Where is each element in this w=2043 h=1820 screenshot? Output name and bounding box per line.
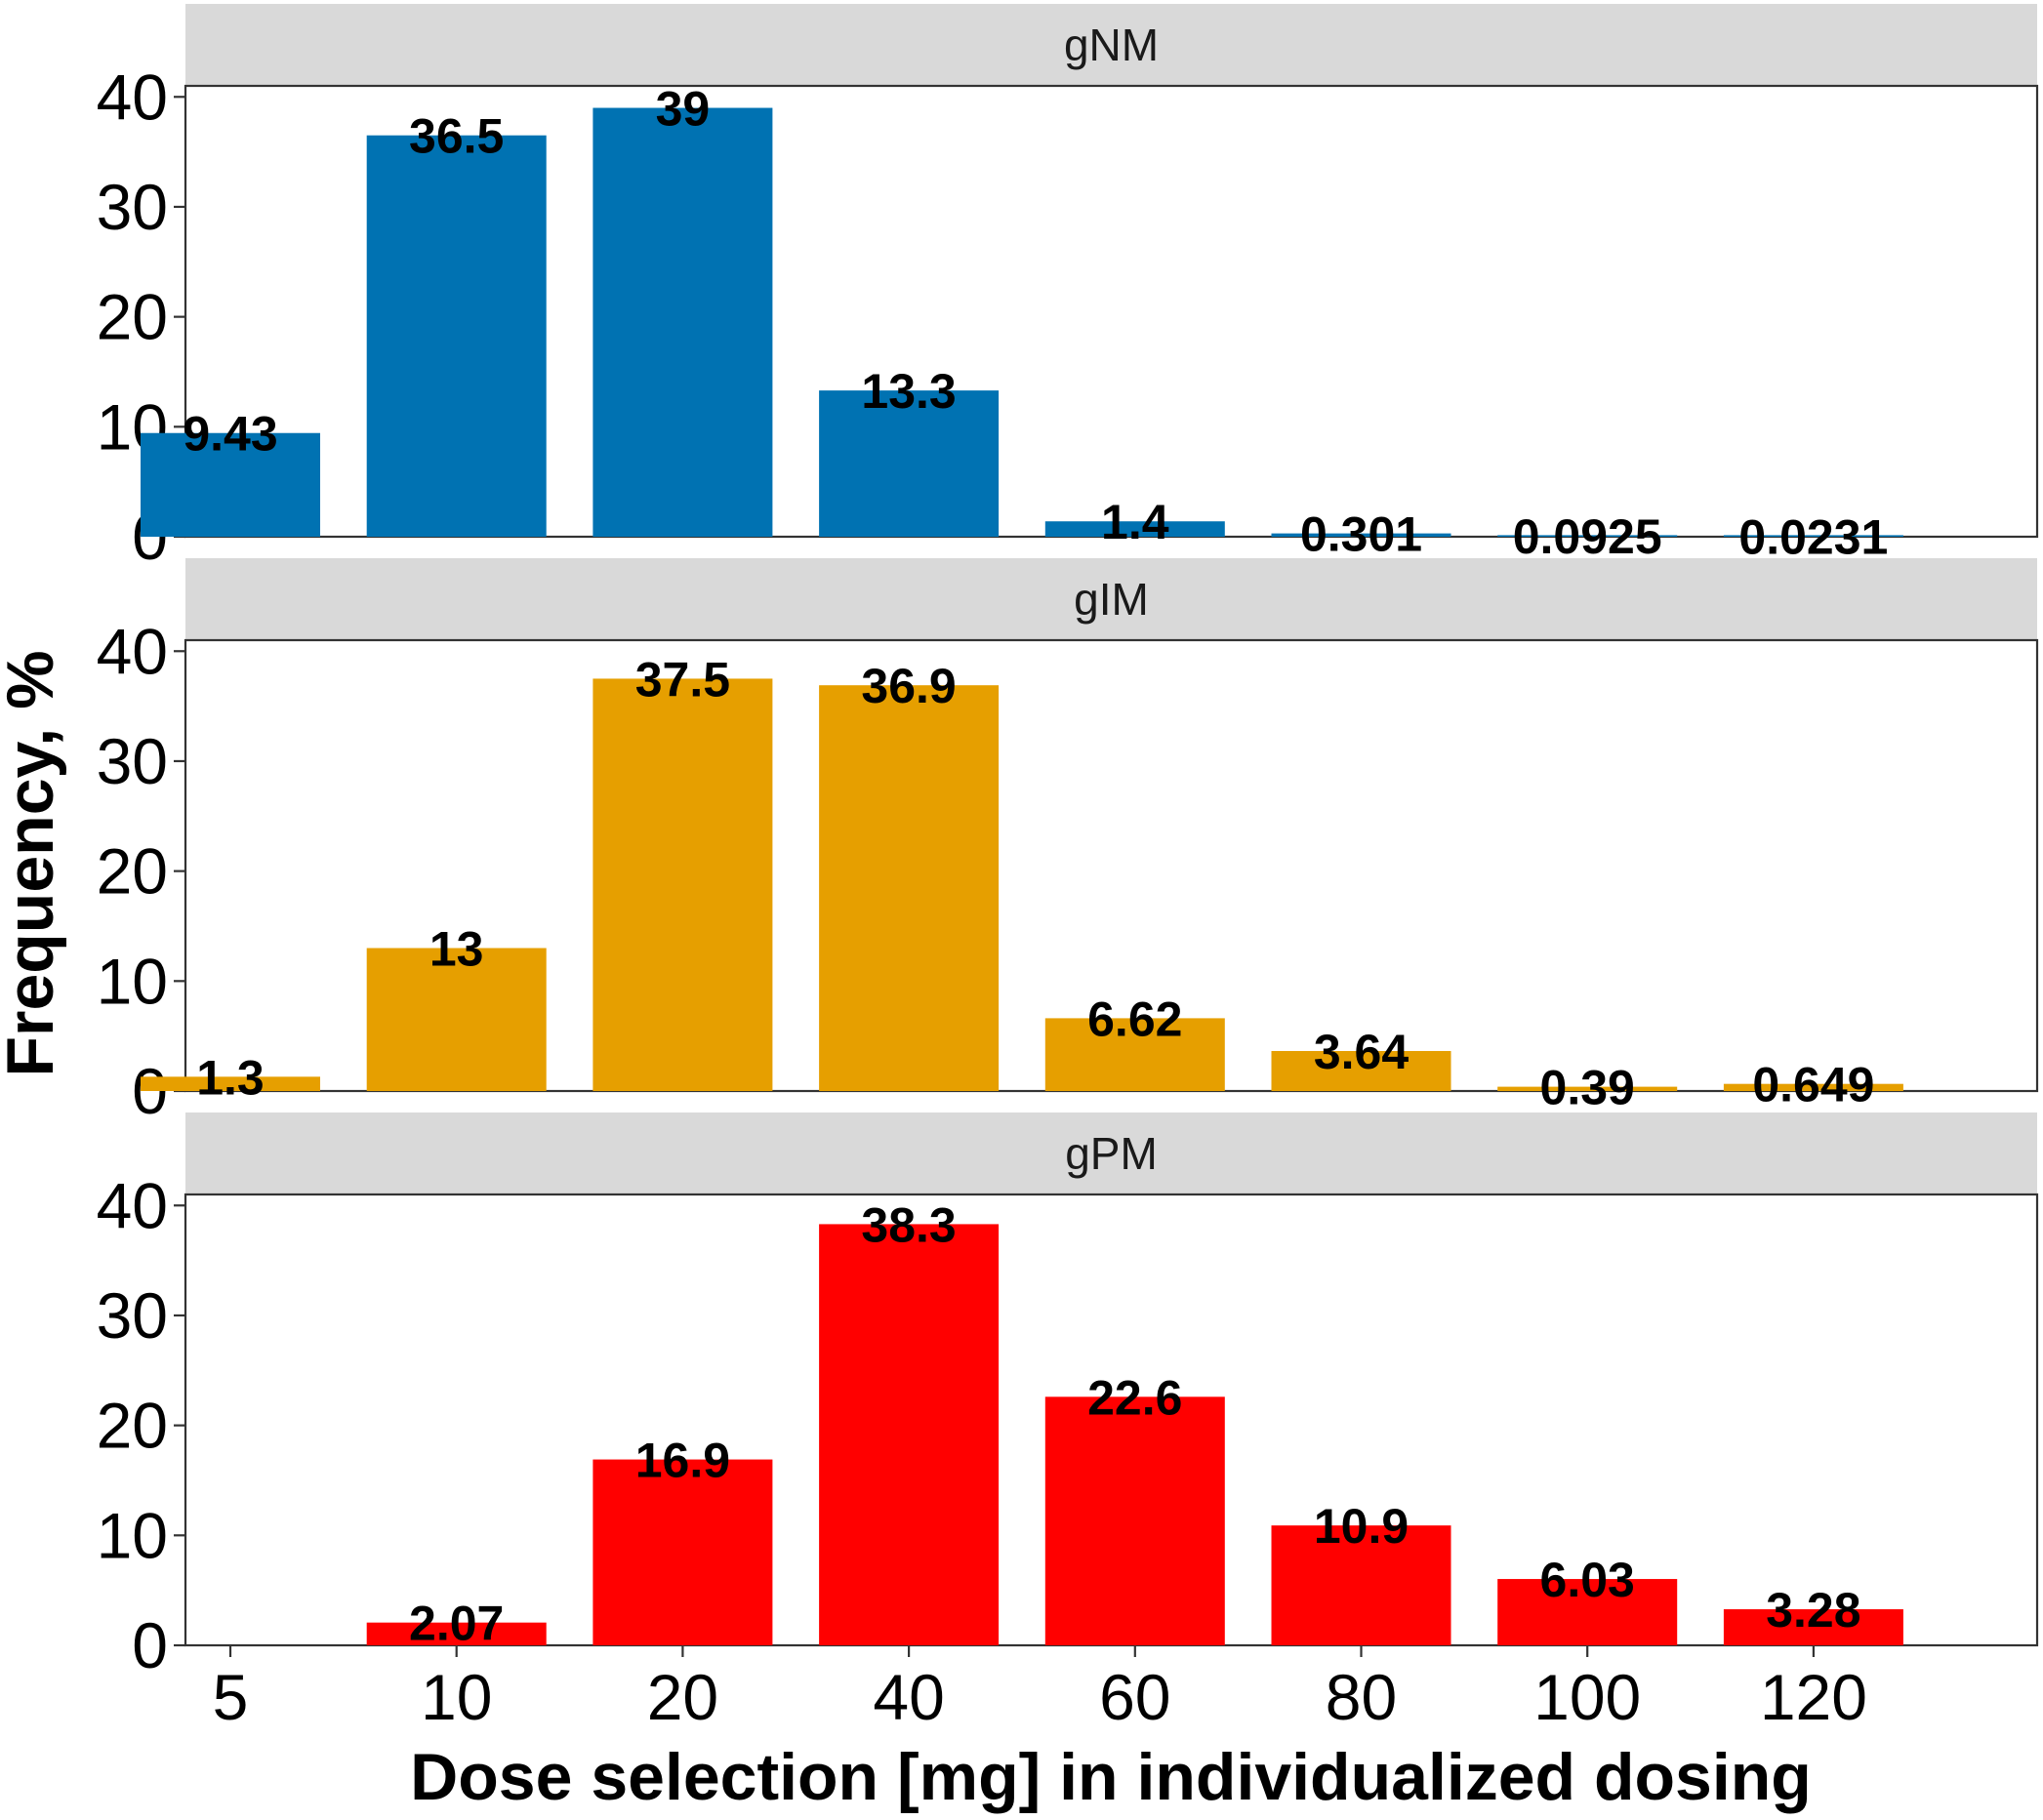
facet-strip-label: gNM — [1064, 20, 1159, 70]
bar-gpm-40 — [819, 1224, 1000, 1645]
facet-panel-gnm: gNM0102030409.4336.53913.31.40.3010.0925… — [97, 4, 2039, 573]
y-tick-label: 10 — [97, 945, 168, 1017]
facet-panel-gim: gIM0102030401.31337.536.96.623.640.390.6… — [97, 558, 2039, 1127]
y-tick-label: 20 — [97, 281, 168, 353]
bar-value-label: 10.9 — [1314, 1499, 1409, 1554]
bar-value-label: 3.64 — [1314, 1025, 1410, 1079]
bar-gim-10 — [366, 948, 547, 1091]
facet-strip-label: gPM — [1065, 1128, 1158, 1179]
y-tick-label: 40 — [97, 615, 168, 687]
x-tick-label: 5 — [213, 1661, 249, 1733]
y-tick-label: 40 — [97, 1169, 168, 1241]
bar-gnm-60 — [1044, 521, 1225, 537]
x-tick-label: 20 — [647, 1661, 718, 1733]
facet-strip-gnm — [185, 4, 2037, 86]
x-tick-label: 80 — [1326, 1661, 1397, 1733]
y-tick-label: 0 — [132, 1609, 168, 1681]
y-tick-label: 30 — [97, 725, 168, 797]
bar-value-label: 0.39 — [1540, 1061, 1635, 1115]
bar-value-label: 6.62 — [1087, 991, 1182, 1046]
bar-gpm-10 — [366, 1622, 547, 1645]
bar-gpm-60 — [1044, 1396, 1225, 1645]
bar-value-label: 0.301 — [1300, 507, 1422, 562]
y-tick-label: 40 — [97, 61, 168, 133]
y-tick-label: 30 — [97, 171, 168, 243]
bar-gnm-100 — [1497, 535, 1678, 537]
bar-gnm-5 — [141, 432, 320, 537]
x-tick-label: 40 — [873, 1661, 944, 1733]
y-tick-label: 20 — [97, 835, 168, 908]
bar-gnm-80 — [1271, 533, 1451, 537]
bar-value-label: 13 — [429, 922, 484, 977]
bar-gpm-80 — [1271, 1525, 1451, 1645]
bar-value-label: 2.07 — [409, 1597, 504, 1651]
bar-value-label: 16.9 — [635, 1434, 730, 1488]
x-axis-title: Dose selection [mg] in individualized do… — [410, 1740, 1812, 1814]
y-tick-label: 20 — [97, 1390, 168, 1462]
facet-strip-gpm — [185, 1112, 2037, 1194]
bar-value-label: 37.5 — [635, 652, 730, 707]
bar-value-label: 38.3 — [861, 1197, 956, 1252]
bar-value-label: 9.43 — [183, 407, 277, 462]
bar-gnm-10 — [366, 135, 547, 537]
bar-value-label: 22.6 — [1087, 1370, 1182, 1425]
facet-panel-gpm: gPM 0 10 20 30 40 2.07 16.9 38.3 22.6 10.9 6.03 3.28… — [97, 1112, 2039, 1733]
bar-value-label: 13.3 — [861, 364, 956, 419]
bar-gim-60 — [1044, 1018, 1225, 1091]
x-tick-label: 10 — [421, 1661, 492, 1733]
bar-value-label: 1.3 — [196, 1050, 265, 1105]
bar-value-label: 0.649 — [1752, 1058, 1874, 1112]
bar-gnm-20 — [592, 107, 773, 537]
bar-gim-80 — [1271, 1050, 1451, 1091]
bar-gim-120 — [1723, 1083, 1903, 1091]
y-tick-label: 30 — [97, 1279, 168, 1352]
bar-value-label: 36.9 — [861, 659, 956, 713]
bar-gpm-100 — [1497, 1579, 1678, 1645]
bar-gpm-120 — [1723, 1609, 1903, 1645]
bar-value-label: 39 — [656, 82, 711, 137]
bar-gpm-20 — [592, 1459, 773, 1645]
facet-strip-gim — [185, 558, 2037, 640]
bar-gim-5 — [141, 1076, 320, 1091]
bar-gim-40 — [819, 685, 1000, 1091]
y-axis-title: Frequency, % — [0, 650, 67, 1076]
bar-value-label: 0.0231 — [1738, 510, 1888, 565]
x-tick-label: 60 — [1099, 1661, 1170, 1733]
bar-value-label: 36.5 — [409, 109, 504, 164]
bar-value-label: 3.28 — [1766, 1583, 1860, 1638]
x-tick-label: 100 — [1533, 1661, 1641, 1733]
bar-value-label: 1.4 — [1101, 495, 1169, 549]
bar-value-label: 0.0925 — [1513, 509, 1662, 564]
bar-gnm-120 — [1723, 535, 1903, 537]
bar-gim-100 — [1497, 1086, 1678, 1091]
bar-gnm-40 — [819, 390, 1000, 537]
x-tick-label: 120 — [1760, 1661, 1867, 1733]
facet-strip-label: gIM — [1074, 574, 1149, 625]
y-tick-label: 10 — [97, 1499, 168, 1571]
bar-gim-20 — [592, 678, 773, 1091]
bar-value-label: 6.03 — [1540, 1553, 1635, 1607]
